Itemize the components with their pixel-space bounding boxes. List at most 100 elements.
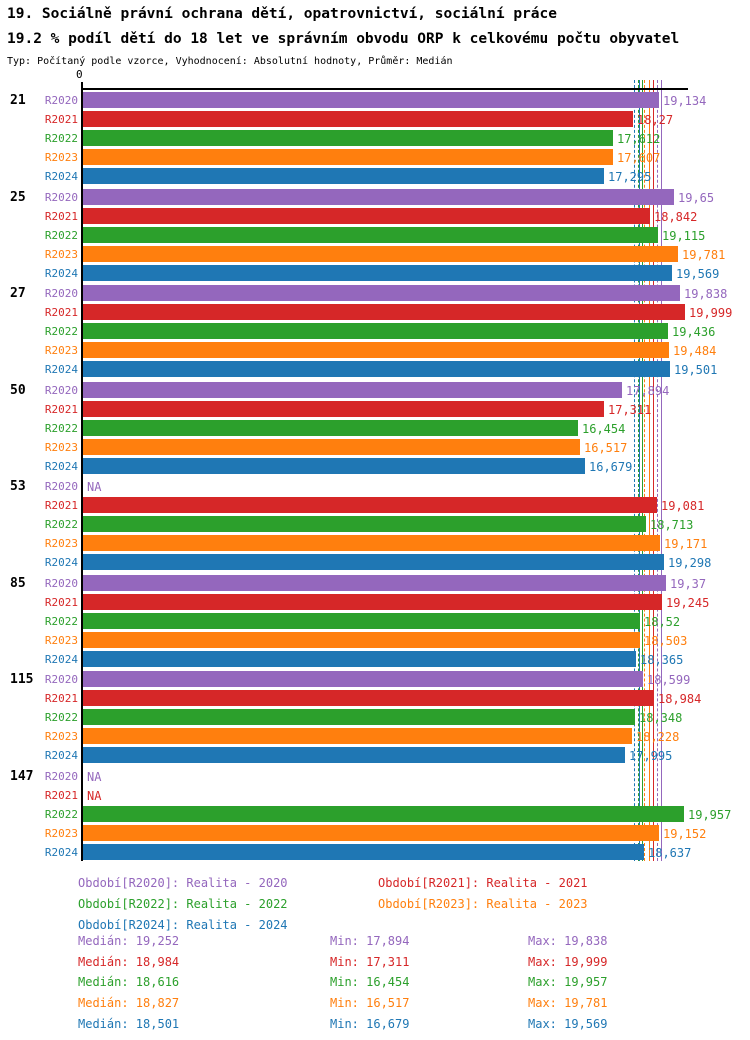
bar-value-label: 19,501 (674, 363, 718, 377)
chart-title: 19. Sociálně právní ochrana dětí, opatro… (7, 6, 557, 22)
year-label: R2020 (44, 190, 78, 204)
median-guide-line (637, 80, 639, 861)
year-label: R2022 (44, 132, 78, 145)
median-guide-line (634, 80, 636, 861)
bar-value-label: 19,569 (676, 266, 720, 281)
year-label: R2024 (44, 363, 78, 376)
year-label: R2020 (44, 769, 78, 783)
bar-value-label: 19,245 (666, 595, 710, 610)
year-label: R2024 (44, 459, 78, 473)
year-label: R2023 (44, 730, 78, 743)
bar (83, 188, 674, 205)
stat-median: Medián: 19,252 (78, 934, 180, 948)
median-guide-line (642, 80, 644, 861)
bar (83, 574, 666, 591)
year-label: R2020 (44, 383, 78, 397)
bar-value-label: 17,295 (608, 170, 652, 184)
group-label: 147 (10, 768, 34, 784)
bar-value-label: 19,37 (670, 576, 707, 591)
year-label: R2023 (44, 247, 78, 261)
bar (83, 650, 636, 667)
chart-subtitle: 19.2 % podíl dětí do 18 let ve správním … (7, 31, 680, 47)
bar (83, 728, 632, 744)
bar-value-label: 18,228 (636, 730, 680, 744)
bar (83, 419, 578, 436)
year-label: R2020 (44, 94, 78, 107)
bar (83, 593, 662, 610)
bar (83, 168, 604, 184)
year-label: R2024 (44, 749, 78, 762)
bar-value-label: 18,365 (640, 652, 684, 667)
bar-value-label: NA (87, 480, 102, 494)
year-label: R2022 (44, 807, 78, 821)
group-label: 21 (10, 93, 26, 108)
year-label: R2023 (44, 151, 78, 164)
y-axis-line (81, 88, 83, 861)
chart-meta: Typ: Počítaný podle vzorce, Vyhodnocení:… (7, 56, 453, 67)
year-label: R2021 (44, 788, 78, 802)
group-label: 115 (10, 672, 34, 687)
group-label: 50 (10, 382, 26, 398)
year-label: R2021 (44, 306, 78, 319)
bar-value-label: 16,517 (584, 440, 628, 455)
year-label: R2023 (44, 826, 78, 840)
bar-value-label: 16,679 (589, 459, 633, 474)
bar (83, 92, 659, 108)
bar-value-label: 17,995 (629, 749, 673, 763)
year-label: R2024 (44, 845, 78, 859)
bar-value-label: 18,52 (644, 614, 681, 629)
bar (83, 612, 640, 629)
bar (83, 111, 633, 127)
bar-value-label: 17,311 (608, 402, 652, 417)
group-label: 27 (10, 286, 26, 301)
bar (83, 245, 678, 262)
bar-value-label: 18,984 (658, 692, 702, 706)
bar (83, 709, 635, 725)
bar-value-label: 19,298 (668, 556, 712, 570)
year-label: R2021 (44, 113, 78, 126)
bar-value-label: 18,637 (648, 845, 692, 860)
bar-value-label: 19,484 (673, 344, 717, 358)
bar (83, 824, 659, 841)
year-label: R2023 (44, 633, 78, 647)
bar (83, 497, 657, 513)
stat-median: Medián: 18,501 (78, 1017, 180, 1031)
year-label: R2023 (44, 440, 78, 454)
bar-value-label: 19,999 (689, 306, 733, 320)
bar-value-label: 16,454 (582, 421, 626, 436)
legend-item: Období[R2023]: Realita - 2023 (378, 897, 588, 911)
bar (83, 535, 660, 551)
bar (83, 130, 613, 146)
year-label: R2023 (44, 537, 78, 550)
bar-value-label: 19,171 (664, 537, 708, 551)
x-axis-zero-label: 0 (76, 68, 83, 81)
stat-min: Min: 16,454 (330, 975, 410, 989)
stat-max: Max: 19,838 (528, 934, 608, 948)
bar-value-label: 18,348 (639, 711, 683, 725)
year-label: R2020 (44, 287, 78, 300)
bar-value-label: NA (87, 788, 102, 803)
legend-item: Období[R2022]: Realita - 2022 (78, 897, 288, 911)
group-label: 25 (10, 189, 26, 205)
bar (83, 264, 672, 281)
year-label: R2022 (44, 711, 78, 724)
year-label: R2022 (44, 325, 78, 338)
bar (83, 207, 650, 224)
bar-value-label: 19,134 (663, 94, 707, 108)
x-axis-line (82, 88, 688, 90)
year-label: R2022 (44, 518, 78, 531)
bar (83, 631, 640, 648)
bar (83, 342, 669, 358)
median-guide-line (648, 80, 650, 861)
year-label: R2021 (44, 402, 78, 416)
median-guide-line (656, 80, 658, 861)
median-guide-line (653, 80, 655, 861)
bar (83, 361, 670, 377)
stat-max: Max: 19,999 (528, 955, 608, 969)
year-label: R2024 (44, 170, 78, 183)
year-label: R2021 (44, 692, 78, 705)
bar (83, 149, 613, 165)
bar-value-label: 19,081 (661, 499, 705, 513)
year-label: R2023 (44, 344, 78, 357)
year-label: R2024 (44, 556, 78, 569)
